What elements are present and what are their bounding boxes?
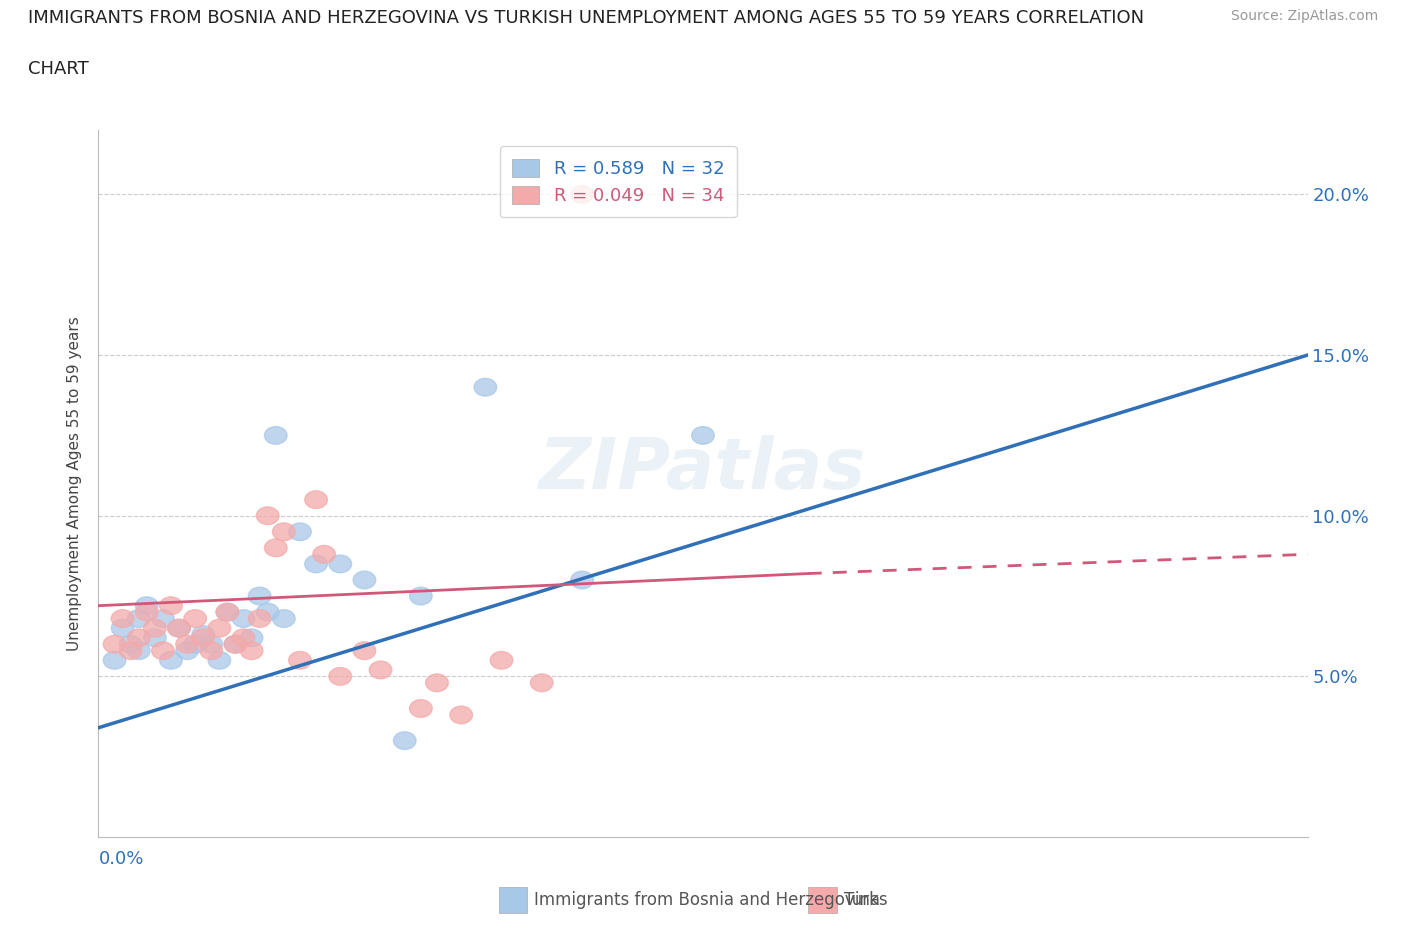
Ellipse shape <box>288 523 311 540</box>
Ellipse shape <box>305 491 328 509</box>
Ellipse shape <box>128 610 150 628</box>
Text: Source: ZipAtlas.com: Source: ZipAtlas.com <box>1230 9 1378 23</box>
Ellipse shape <box>450 706 472 724</box>
Ellipse shape <box>530 674 553 692</box>
Ellipse shape <box>200 635 222 653</box>
Ellipse shape <box>184 635 207 653</box>
Ellipse shape <box>240 629 263 646</box>
Text: IMMIGRANTS FROM BOSNIA AND HERZEGOVINA VS TURKISH UNEMPLOYMENT AMONG AGES 55 TO : IMMIGRANTS FROM BOSNIA AND HERZEGOVINA V… <box>28 9 1144 27</box>
Ellipse shape <box>273 610 295 628</box>
Ellipse shape <box>353 642 375 659</box>
Ellipse shape <box>491 651 513 670</box>
Ellipse shape <box>128 629 150 646</box>
Text: ZIPatlas: ZIPatlas <box>540 435 866 504</box>
Ellipse shape <box>193 626 215 644</box>
Ellipse shape <box>256 507 278 525</box>
Ellipse shape <box>224 635 246 653</box>
Ellipse shape <box>103 651 125 670</box>
Ellipse shape <box>426 674 449 692</box>
Ellipse shape <box>111 610 134 628</box>
Ellipse shape <box>217 604 239 621</box>
Ellipse shape <box>353 571 375 589</box>
Ellipse shape <box>232 610 254 628</box>
Ellipse shape <box>370 661 392 679</box>
Ellipse shape <box>208 619 231 637</box>
Ellipse shape <box>232 629 254 646</box>
Ellipse shape <box>135 597 157 615</box>
Ellipse shape <box>143 629 166 646</box>
Ellipse shape <box>111 619 134 637</box>
Ellipse shape <box>256 604 278 621</box>
Text: Turks: Turks <box>844 891 887 910</box>
Ellipse shape <box>167 619 190 637</box>
Ellipse shape <box>120 635 142 653</box>
Ellipse shape <box>273 523 295 540</box>
Ellipse shape <box>571 571 593 589</box>
Text: CHART: CHART <box>28 60 89 78</box>
Ellipse shape <box>305 555 328 573</box>
Ellipse shape <box>264 539 287 557</box>
Ellipse shape <box>474 379 496 396</box>
Ellipse shape <box>184 610 207 628</box>
Ellipse shape <box>160 651 183 670</box>
Ellipse shape <box>692 427 714 445</box>
Ellipse shape <box>288 651 311 670</box>
Ellipse shape <box>249 587 271 604</box>
Ellipse shape <box>571 186 593 204</box>
Ellipse shape <box>152 642 174 659</box>
Ellipse shape <box>135 604 157 621</box>
Ellipse shape <box>143 619 166 637</box>
Ellipse shape <box>200 642 222 659</box>
Text: 0.0%: 0.0% <box>98 850 143 868</box>
Ellipse shape <box>394 732 416 750</box>
Ellipse shape <box>208 651 231 670</box>
Ellipse shape <box>176 642 198 659</box>
Ellipse shape <box>249 610 271 628</box>
Ellipse shape <box>128 642 150 659</box>
Legend: R = 0.589   N = 32, R = 0.049   N = 34: R = 0.589 N = 32, R = 0.049 N = 34 <box>499 146 737 218</box>
Ellipse shape <box>152 610 174 628</box>
Ellipse shape <box>314 545 336 564</box>
Ellipse shape <box>264 427 287 445</box>
Ellipse shape <box>217 604 239 621</box>
Ellipse shape <box>224 635 246 653</box>
Text: Immigrants from Bosnia and Herzegovina: Immigrants from Bosnia and Herzegovina <box>534 891 880 910</box>
Ellipse shape <box>193 629 215 646</box>
Ellipse shape <box>240 642 263 659</box>
Ellipse shape <box>176 635 198 653</box>
Ellipse shape <box>329 668 352 685</box>
Ellipse shape <box>409 699 432 717</box>
Ellipse shape <box>160 597 183 615</box>
Ellipse shape <box>409 587 432 604</box>
Ellipse shape <box>329 555 352 573</box>
Ellipse shape <box>167 619 190 637</box>
Y-axis label: Unemployment Among Ages 55 to 59 years: Unemployment Among Ages 55 to 59 years <box>67 316 83 651</box>
Ellipse shape <box>120 642 142 659</box>
Ellipse shape <box>103 635 125 653</box>
